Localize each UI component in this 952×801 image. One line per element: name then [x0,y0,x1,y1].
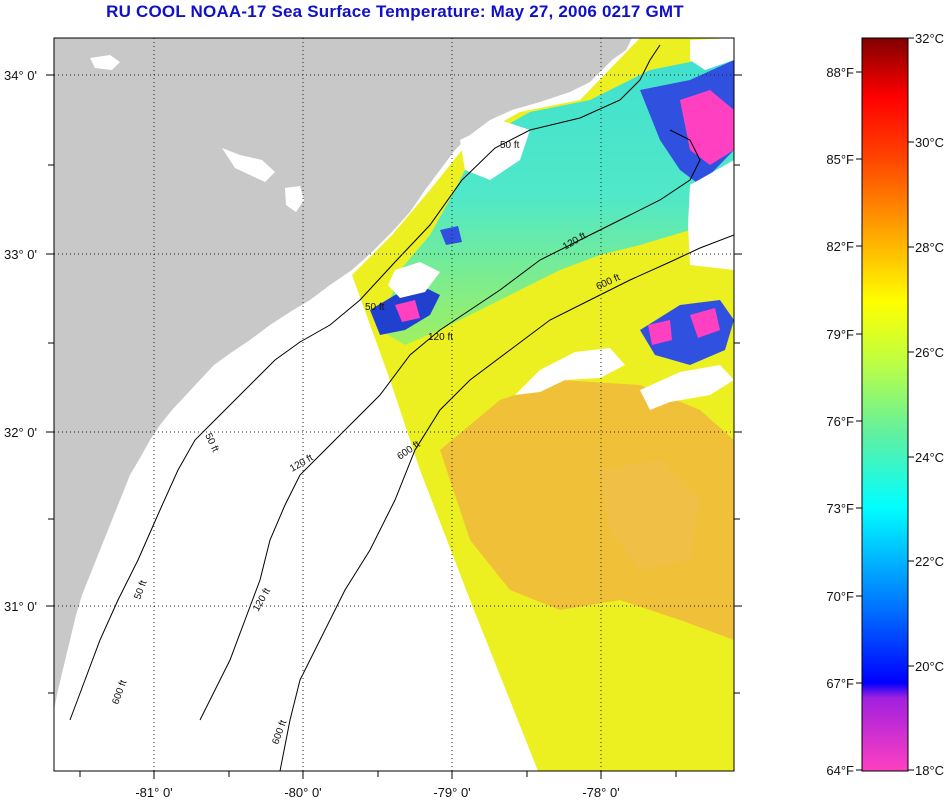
colorbar-c-label: 28°C [915,240,944,255]
contour-label: 50 ft [365,302,385,313]
cloud-patch [515,348,625,395]
sst-cold-patch [395,300,420,322]
lat-tick-label: 34° 0' [4,68,37,83]
colorbar-c-label: 20°C [915,659,944,674]
lon-tick-label: -78° 0' [582,785,619,800]
land-cloud-patch [222,148,275,182]
land-mass [54,38,632,710]
contour-600ft [279,234,734,771]
colorbar-f-label: 70°F [826,589,854,604]
colorbar-f-label: 67°F [826,676,854,691]
sst-warm-water [440,380,734,640]
colorbar-f-label: 64°F [826,763,854,778]
map-title: RU COOL NOAA-17 Sea Surface Temperature:… [106,2,684,21]
colorbar-f-label: 88°F [826,65,854,80]
sst-cold-patch [690,308,720,338]
cloud-patch [388,262,440,298]
map-frame [53,37,735,772]
lat-tick-label: 33° 0' [4,247,37,262]
lon-tick-label: -80° 0' [284,785,321,800]
colorbar-ticks [856,37,914,771]
colorbar-f-label: 85°F [826,152,854,167]
land-cloud-patch [285,186,304,212]
colorbar-f-label: 79°F [826,327,854,342]
land-cloud-patch [90,55,120,70]
sst-cold-patch [440,226,462,245]
colorbar-c-label: 32°C [915,31,944,46]
contour-50ft [69,44,661,721]
cloud-patch [690,38,734,70]
lat-tick-label: 32° 0' [4,425,37,440]
colorbar-f-label: 73°F [826,501,854,516]
lon-tick-label: -79° 0' [433,785,470,800]
contour-label: 120 ft [428,332,453,343]
sst-cool-water [380,50,734,345]
contour-120ft [199,129,701,721]
sst-cold-patch [648,320,672,345]
cloud-patch [640,365,734,410]
bathymetry-contours [69,44,734,771]
cloud-patch [688,160,734,270]
lon-tick-label: -81° 0' [135,785,172,800]
colorbar-c-label: 22°C [915,554,944,569]
colorbar-c-label: 30°C [915,135,944,150]
colorbar-c-label: 18°C [915,763,944,778]
colorbar-c-label: 24°C [915,450,944,465]
graticule [54,38,734,771]
lat-tick-label: 31° 0' [4,599,37,614]
colorbar [861,37,909,772]
sst-warm-water [600,460,700,570]
contour-label: 50 ft [500,140,520,151]
frame-ticks [46,74,742,779]
colorbar-f-label: 76°F [826,414,854,429]
colorbar-c-label: 26°C [915,345,944,360]
colorbar-f-label: 82°F [826,239,854,254]
